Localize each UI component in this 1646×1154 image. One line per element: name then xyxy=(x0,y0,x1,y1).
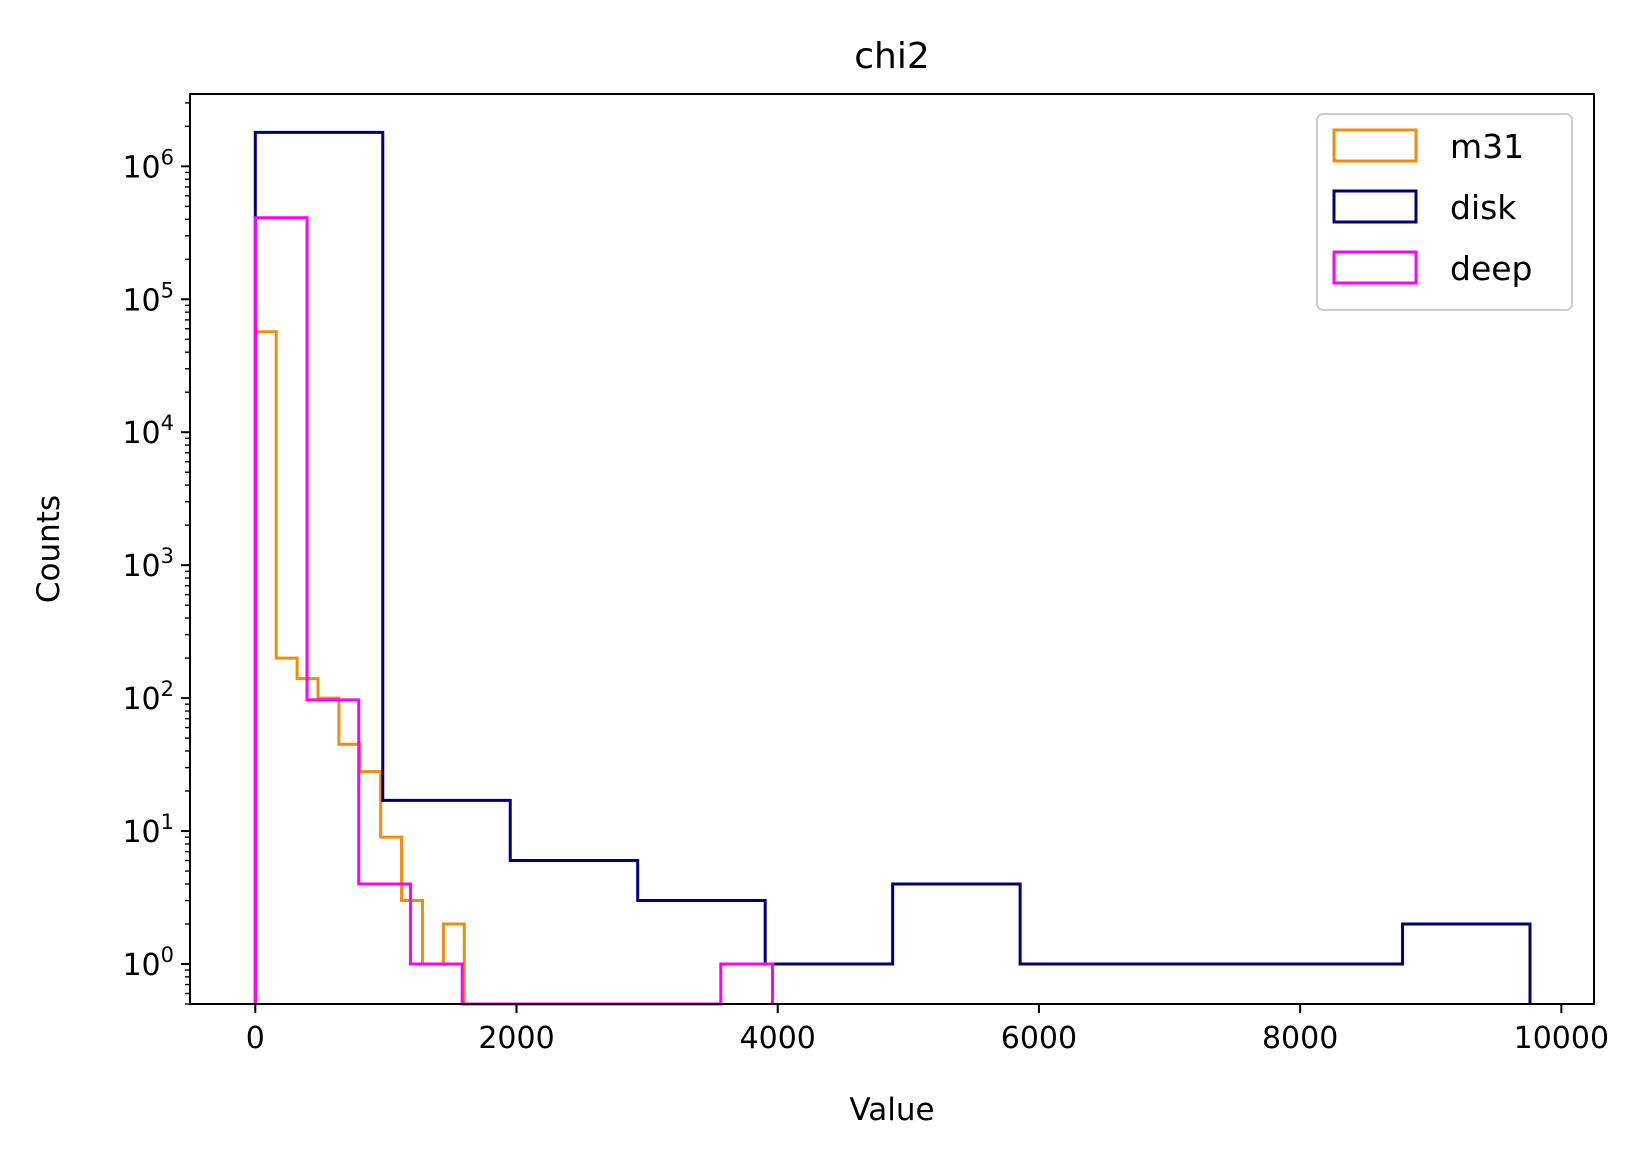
series-layer xyxy=(253,130,1532,1006)
legend-box xyxy=(1316,113,1573,311)
y-axis-label: Counts xyxy=(31,495,67,603)
x-tick-label: 2000 xyxy=(478,1021,554,1056)
x-axis-ticks: 0 2000 4000 6000 8000 10000 xyxy=(246,1004,1609,1056)
y-tick-label: 106 xyxy=(122,145,174,185)
plot-frame xyxy=(189,93,1595,1005)
x-axis-label: Value xyxy=(849,1092,934,1128)
series-disk-step-outline xyxy=(253,130,1532,1004)
x-tick-label: 10000 xyxy=(1514,1021,1609,1056)
legend-label-m31: m31 xyxy=(1450,127,1524,166)
y-tick-label: 100 xyxy=(122,943,174,983)
y-tick-label: 103 xyxy=(122,544,174,584)
legend: m31 disk deep xyxy=(1316,113,1573,311)
x-tick-label: 0 xyxy=(246,1021,265,1056)
x-tick-label: 8000 xyxy=(1262,1021,1338,1056)
x-tick-label: 4000 xyxy=(740,1021,816,1056)
y-tick-label: 101 xyxy=(122,810,174,850)
legend-swatch-deep xyxy=(1332,250,1418,285)
y-tick-label: 102 xyxy=(122,677,174,717)
chart-title: chi2 xyxy=(854,36,930,77)
series-deep-step-outline xyxy=(253,216,774,1006)
y-tick-label: 105 xyxy=(122,278,174,318)
y-tick-label: 104 xyxy=(122,411,174,451)
legend-swatch-disk xyxy=(1332,189,1418,224)
legend-label-disk: disk xyxy=(1450,188,1517,227)
legend-label-deep: deep xyxy=(1450,249,1533,288)
legend-swatch-m31 xyxy=(1332,128,1418,163)
x-tick-label: 6000 xyxy=(1001,1021,1077,1056)
